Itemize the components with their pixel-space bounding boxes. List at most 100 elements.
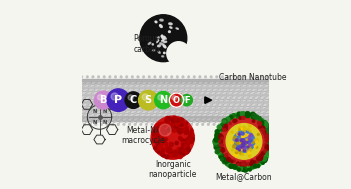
- Circle shape: [148, 108, 151, 111]
- Circle shape: [186, 127, 188, 129]
- Circle shape: [86, 87, 89, 89]
- Ellipse shape: [162, 56, 164, 57]
- Circle shape: [246, 123, 249, 126]
- Circle shape: [215, 140, 219, 144]
- Circle shape: [224, 120, 228, 124]
- Circle shape: [218, 83, 221, 85]
- Circle shape: [165, 101, 167, 104]
- Circle shape: [227, 101, 229, 104]
- Circle shape: [179, 112, 181, 115]
- Ellipse shape: [168, 31, 170, 33]
- Circle shape: [162, 79, 165, 82]
- Text: P: P: [114, 95, 122, 105]
- Circle shape: [269, 108, 272, 111]
- Circle shape: [277, 116, 280, 119]
- Circle shape: [188, 136, 190, 139]
- Circle shape: [283, 105, 286, 107]
- Circle shape: [258, 98, 260, 100]
- Circle shape: [283, 94, 286, 96]
- Circle shape: [207, 116, 210, 119]
- Circle shape: [134, 94, 137, 96]
- Circle shape: [162, 83, 165, 85]
- Circle shape: [252, 123, 255, 126]
- Circle shape: [224, 98, 226, 100]
- Circle shape: [151, 112, 153, 115]
- Circle shape: [244, 87, 246, 89]
- Circle shape: [289, 94, 291, 96]
- Circle shape: [286, 87, 289, 89]
- Circle shape: [254, 164, 257, 168]
- Circle shape: [165, 130, 167, 132]
- Circle shape: [97, 87, 100, 89]
- Circle shape: [128, 87, 131, 89]
- Circle shape: [242, 166, 246, 170]
- Circle shape: [283, 79, 286, 82]
- Circle shape: [204, 101, 207, 104]
- Circle shape: [94, 108, 97, 111]
- Circle shape: [171, 90, 173, 93]
- Circle shape: [249, 76, 252, 78]
- Circle shape: [252, 83, 255, 85]
- Circle shape: [219, 125, 224, 130]
- Circle shape: [162, 124, 166, 128]
- Circle shape: [267, 129, 271, 133]
- Circle shape: [196, 83, 198, 85]
- Circle shape: [204, 87, 207, 89]
- Circle shape: [224, 154, 227, 157]
- Circle shape: [153, 87, 156, 89]
- Circle shape: [260, 116, 263, 119]
- Circle shape: [106, 83, 108, 85]
- Circle shape: [218, 94, 221, 96]
- Circle shape: [182, 79, 184, 82]
- Circle shape: [216, 101, 218, 104]
- Circle shape: [267, 131, 272, 135]
- Circle shape: [167, 122, 169, 125]
- Circle shape: [213, 94, 215, 96]
- Circle shape: [263, 98, 266, 100]
- Circle shape: [167, 124, 171, 127]
- Circle shape: [210, 79, 212, 82]
- Circle shape: [180, 148, 183, 152]
- Circle shape: [185, 108, 187, 111]
- Circle shape: [221, 105, 224, 107]
- Circle shape: [157, 130, 159, 132]
- Circle shape: [139, 112, 142, 115]
- Ellipse shape: [160, 25, 162, 27]
- Circle shape: [106, 123, 108, 126]
- Circle shape: [172, 152, 175, 155]
- Circle shape: [125, 76, 128, 78]
- Circle shape: [165, 116, 167, 119]
- Circle shape: [258, 101, 260, 104]
- Circle shape: [255, 79, 258, 82]
- Circle shape: [139, 87, 142, 89]
- Circle shape: [179, 136, 181, 139]
- Circle shape: [263, 121, 266, 124]
- Circle shape: [199, 105, 201, 107]
- Circle shape: [181, 150, 185, 154]
- Circle shape: [160, 129, 164, 133]
- Circle shape: [215, 130, 219, 133]
- Circle shape: [216, 119, 218, 122]
- Circle shape: [142, 119, 145, 122]
- Circle shape: [224, 79, 226, 82]
- Circle shape: [266, 105, 269, 107]
- Circle shape: [106, 112, 108, 115]
- Circle shape: [216, 139, 220, 143]
- Circle shape: [238, 90, 240, 93]
- Circle shape: [227, 163, 231, 167]
- Circle shape: [190, 112, 193, 115]
- Circle shape: [97, 101, 100, 104]
- Circle shape: [128, 94, 131, 96]
- Circle shape: [252, 87, 255, 89]
- Circle shape: [148, 105, 151, 107]
- Circle shape: [173, 153, 177, 157]
- Circle shape: [114, 116, 117, 119]
- Circle shape: [181, 123, 184, 127]
- Circle shape: [183, 122, 186, 126]
- Circle shape: [185, 112, 187, 115]
- Circle shape: [185, 83, 187, 85]
- Circle shape: [248, 152, 250, 154]
- Circle shape: [128, 83, 131, 85]
- Circle shape: [244, 116, 246, 119]
- Circle shape: [165, 108, 167, 111]
